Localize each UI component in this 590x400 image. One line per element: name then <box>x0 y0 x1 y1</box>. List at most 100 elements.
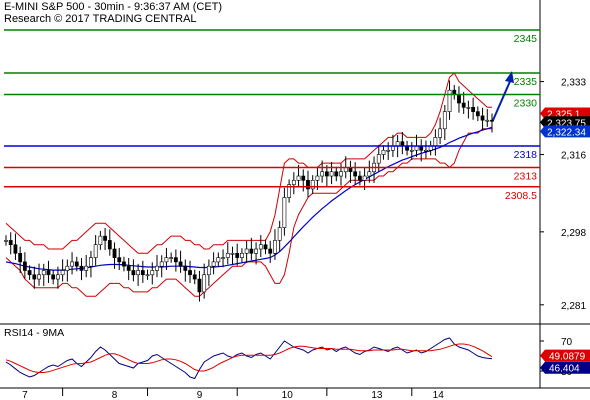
candle <box>22 252 27 279</box>
candle <box>490 113 494 133</box>
candle <box>216 252 221 268</box>
candle-body <box>8 240 13 246</box>
candle-body <box>244 248 249 254</box>
candle-body <box>475 111 480 117</box>
candle-body <box>178 261 183 267</box>
candle-body <box>240 253 244 258</box>
candle <box>169 252 174 263</box>
candle-body <box>225 253 230 258</box>
candle-body <box>485 119 490 122</box>
candle <box>433 129 438 156</box>
candle <box>329 162 334 185</box>
candle-body <box>117 257 122 263</box>
candle-body <box>206 265 211 276</box>
level-label: 2313 <box>514 170 538 182</box>
time-tick-label: 7 <box>22 390 28 400</box>
candle <box>122 256 126 272</box>
candle <box>461 91 466 114</box>
candle-body <box>197 278 202 293</box>
candle <box>41 263 46 286</box>
candle-body <box>258 244 263 250</box>
candle <box>230 246 235 265</box>
candle-body <box>4 240 8 242</box>
price-tick-label: 2,281 <box>561 301 586 312</box>
candle-body <box>287 184 292 198</box>
price-tick-label: 2,298 <box>561 228 586 239</box>
candle <box>282 187 287 236</box>
candle-body <box>230 253 235 255</box>
level-label: 2308.5 <box>505 190 537 202</box>
candle <box>89 250 93 278</box>
forecast-arrow-head <box>505 70 514 83</box>
candle-body <box>155 265 159 271</box>
price-tag: 2,323.75 <box>540 116 590 129</box>
time-axis: 7 8 9 10 13 14 <box>22 388 444 400</box>
candle <box>93 235 98 266</box>
price-tag-box <box>540 116 590 129</box>
candle <box>452 85 457 100</box>
candle <box>457 86 461 113</box>
copyright-text: Research © 2017 TRADING CENTRAL <box>4 13 197 25</box>
candle <box>46 260 51 283</box>
candle <box>140 260 145 283</box>
candle <box>277 220 282 252</box>
candle-body <box>89 257 93 267</box>
rsi-price-tag-box <box>540 349 590 362</box>
forecast-arrow-shaft <box>492 78 512 121</box>
level-label: 2330 <box>514 97 538 109</box>
rsi-price-tag-label: 46.404 <box>549 364 580 375</box>
level-label: 2335 <box>514 76 538 88</box>
candle-body <box>263 244 268 250</box>
candle-body <box>381 149 386 155</box>
candle-body <box>471 107 476 112</box>
candle <box>51 269 56 285</box>
candle-body <box>112 248 117 258</box>
moving-average-line <box>5 126 493 271</box>
candle-body <box>447 89 452 112</box>
candle <box>263 239 268 255</box>
candle <box>475 106 480 122</box>
candle-body <box>211 261 216 267</box>
candle-body <box>93 244 98 258</box>
candle-body <box>107 240 112 250</box>
candle <box>405 140 409 156</box>
chart-title: E-MINI S&P 500 - 30min - 9:36:37 AM (CET… <box>4 1 223 13</box>
candle <box>65 259 70 282</box>
price-tick-label: 2,316 <box>561 151 586 162</box>
candle-body <box>424 149 428 152</box>
candle-body <box>277 227 282 241</box>
rsi-ma-line <box>5 343 493 373</box>
candle-body <box>457 94 461 104</box>
candle <box>206 259 211 286</box>
candle-body <box>221 257 225 259</box>
candle <box>221 249 225 268</box>
candle-body <box>51 274 56 280</box>
candle <box>150 262 155 285</box>
candle-body <box>254 248 258 254</box>
time-tick-label: 9 <box>197 390 203 400</box>
candle <box>466 100 471 119</box>
candle <box>480 107 485 130</box>
candle <box>13 233 18 260</box>
price-tags: 2,325.12,323.752,322.34 <box>540 107 590 138</box>
candle-body <box>79 265 84 271</box>
candle-body <box>324 171 329 177</box>
candle <box>225 242 230 265</box>
candle <box>60 259 65 282</box>
time-tick-label: 13 <box>371 390 383 400</box>
candle <box>136 263 141 286</box>
candle <box>4 235 8 246</box>
candle <box>320 160 325 183</box>
candle <box>254 242 258 265</box>
candle-body <box>84 265 89 271</box>
candle-body <box>329 171 334 177</box>
level-label: 2318 <box>514 149 538 161</box>
candle <box>70 252 74 275</box>
candle <box>183 259 188 282</box>
candle-body <box>122 261 126 267</box>
candle-body <box>27 270 32 276</box>
candle <box>37 263 41 286</box>
candle <box>310 175 315 195</box>
candle-body <box>480 115 485 121</box>
